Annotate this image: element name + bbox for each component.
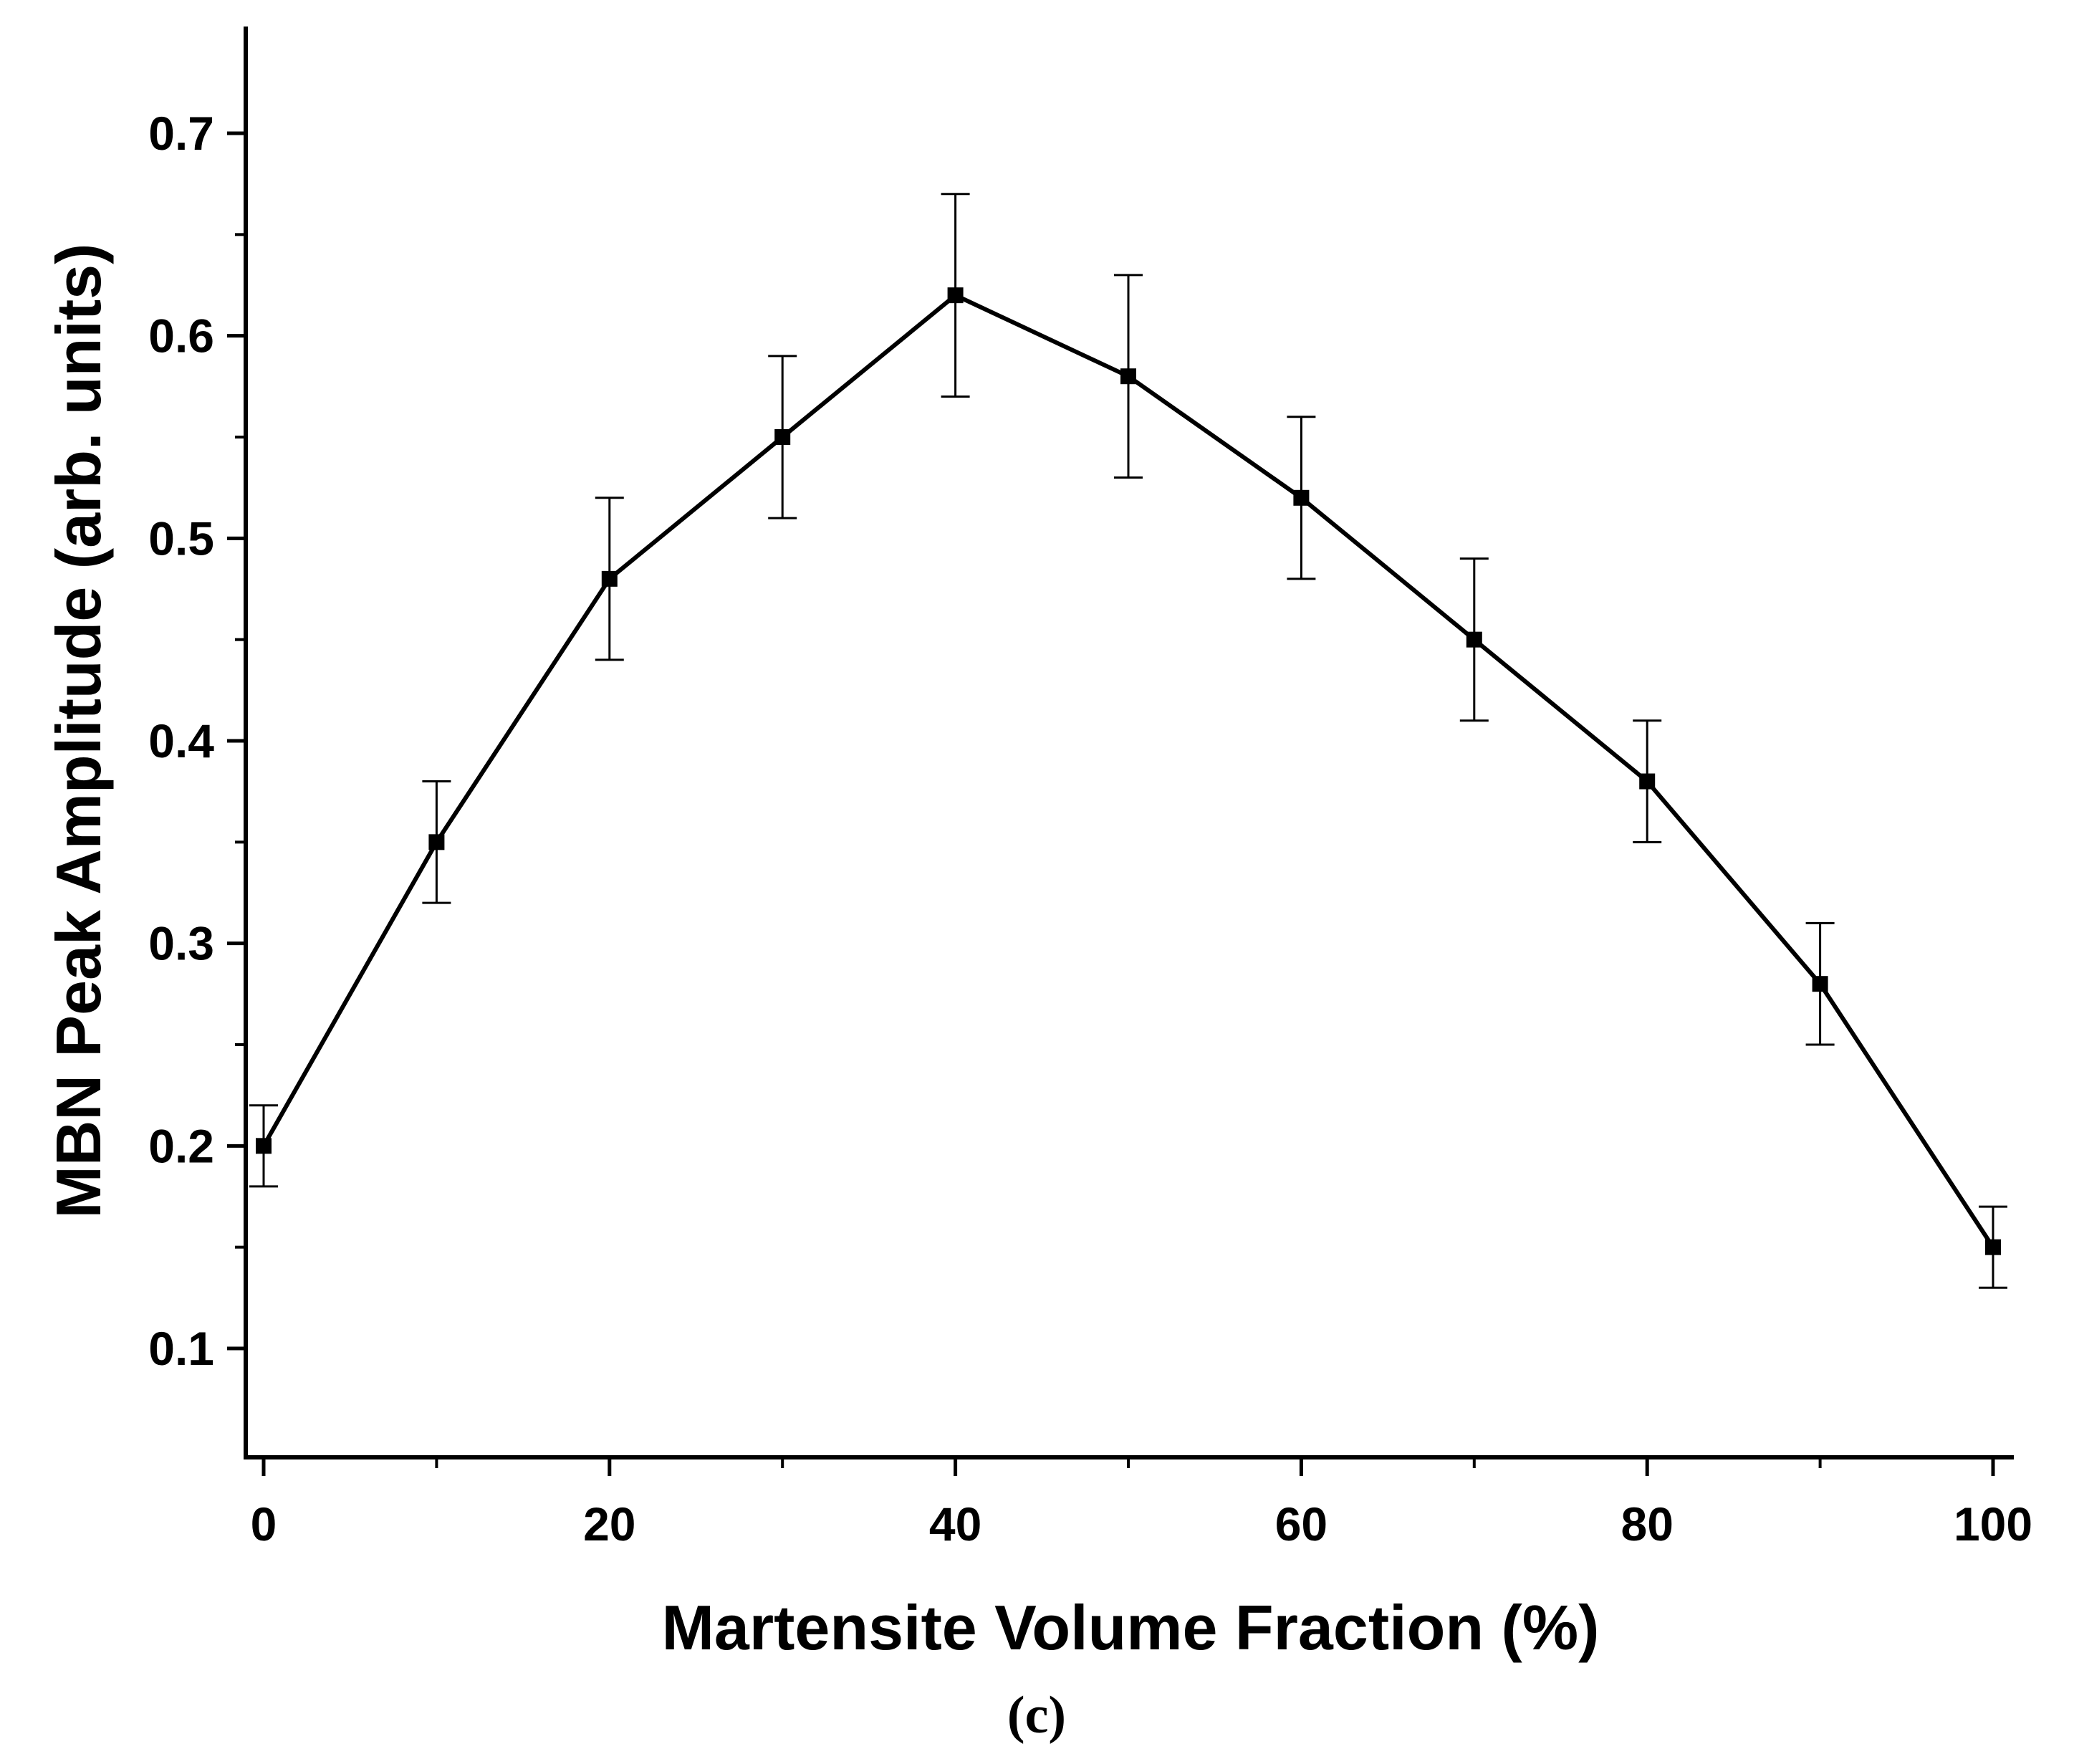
x-tick-label: 20: [583, 1497, 635, 1550]
data-point: [428, 834, 445, 850]
data-point: [1812, 976, 1828, 992]
x-tick-label: 40: [929, 1497, 981, 1550]
y-tick-label: 0.2: [148, 1119, 214, 1172]
data-point: [1985, 1239, 2001, 1255]
data-point: [774, 429, 791, 445]
data-markers: [256, 287, 2001, 1255]
x-tick-label: 0: [251, 1497, 277, 1550]
y-axis-label: MBN Peak Amplitude (arb. units): [43, 244, 114, 1219]
data-point: [601, 570, 618, 587]
x-tick-label: 80: [1621, 1497, 1673, 1550]
error-bars: [249, 193, 2007, 1289]
x-tick-label: 100: [1954, 1497, 2032, 1550]
x-tick-label: 60: [1275, 1497, 1328, 1550]
y-tick-label: 0.4: [148, 714, 214, 767]
data-point: [1639, 773, 1656, 790]
tick-labels: 0 20 40 60 80 100 0.1 0.2 0.3 0.4 0.5 0.6 0.7: [148, 107, 2032, 1550]
axes: [244, 27, 2014, 1459]
data-point: [947, 287, 964, 304]
y-tick-label: 0.7: [148, 107, 214, 160]
data-point: [1466, 631, 1482, 648]
y-tick-label: 0.6: [148, 310, 214, 363]
data-point: [1120, 368, 1136, 385]
x-axis-label: Martensite Volume Fraction (%): [662, 1592, 1600, 1663]
data-point: [256, 1138, 272, 1154]
y-tick-label: 0.3: [148, 917, 214, 970]
data-point: [1293, 489, 1310, 506]
y-tick-label: 0.1: [148, 1322, 214, 1375]
y-tick-label: 0.5: [148, 512, 214, 565]
ticks: [227, 131, 1995, 1476]
panel-label: (c): [1007, 1686, 1066, 1745]
